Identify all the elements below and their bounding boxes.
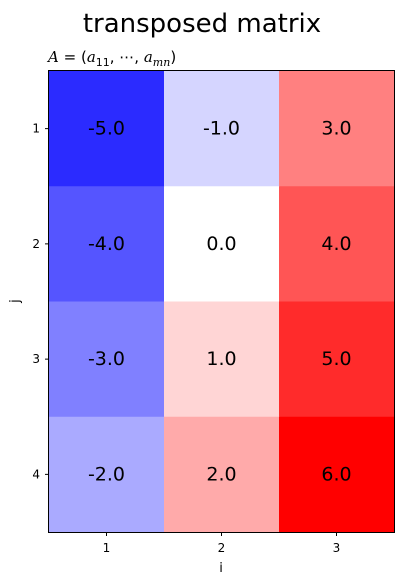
y-tick-label-4: 4 [32, 467, 40, 481]
subtitle-last-subscript: mn [153, 56, 171, 69]
y-tick-label-3: 3 [32, 352, 40, 366]
subtitle-last-element: a [144, 48, 153, 66]
heatmap-cell-r2-c1 [49, 186, 165, 302]
cell-value-label-r1-c2: -1.0 [203, 118, 240, 140]
cell-value-label-r4-c2: 2.0 [206, 463, 236, 485]
chart-title: transposed matrix [83, 9, 321, 39]
heatmap-cell-r2-c3 [279, 186, 395, 302]
heatmap-cell-r3-c1 [49, 301, 165, 418]
cell-value-label-r4-c1: -2.0 [88, 463, 125, 485]
heatmap-cell-r4-c3 [279, 416, 395, 533]
heatmap-cell-r1-c2 [164, 71, 280, 187]
heatmap-cell-r1-c1 [49, 71, 165, 187]
cell-value-label-r4-c3: 6.0 [321, 463, 351, 485]
heatmap-cell-r1-c3 [279, 71, 395, 187]
y-tick-label-2: 2 [32, 237, 40, 251]
heatmap-cell-r3-c2 [164, 301, 280, 418]
y-axis-label: j [8, 299, 23, 304]
cell-value-label-r2-c2: 0.0 [206, 233, 236, 255]
x-tick-label-2: 2 [218, 541, 226, 555]
cell-value-label-r3-c1: -3.0 [88, 348, 125, 370]
subtitle-separator: , ⋯, [110, 48, 144, 66]
heatmap-cells [49, 71, 395, 533]
x-axis-label: i [219, 561, 223, 576]
x-tick-label-1: 1 [103, 541, 111, 555]
heatmap-value-labels: -5.0 -1.0 3.0 -4.0 0.0 4.0 -3.0 1.0 5.0 -2.0 2.0 6.… [88, 118, 352, 486]
cell-value-label-r3-c3: 5.0 [321, 348, 351, 370]
cell-value-label-r2-c3: 4.0 [321, 233, 351, 255]
cell-value-label-r1-c1: -5.0 [88, 118, 125, 140]
subtitle-close-paren: ) [170, 48, 176, 66]
x-tick-label-3: 3 [333, 541, 341, 555]
heatmap-cell-r4-c1 [49, 416, 165, 533]
subtitle-equals: = ( [59, 48, 87, 66]
cell-value-label-r2-c1: -4.0 [88, 233, 125, 255]
heatmap-cell-r2-c2 [164, 186, 280, 302]
cell-value-label-r3-c2: 1.0 [206, 348, 236, 370]
cell-value-label-r1-c3: 3.0 [321, 118, 351, 140]
heatmap-cell-r3-c3 [279, 301, 395, 418]
subtitle-first-element: a [87, 48, 96, 66]
x-axis-ticks: 1 2 3 [103, 532, 341, 555]
y-tick-label-1: 1 [32, 122, 40, 136]
subtitle-first-subscript: 11 [96, 56, 110, 69]
heatmap-cell-r4-c2 [164, 416, 280, 533]
subtitle-var-a: A [46, 48, 59, 66]
chart-subtitle: A = (a11, ⋯, amn) [46, 48, 176, 69]
y-axis-ticks: 1 2 3 4 [32, 122, 49, 481]
